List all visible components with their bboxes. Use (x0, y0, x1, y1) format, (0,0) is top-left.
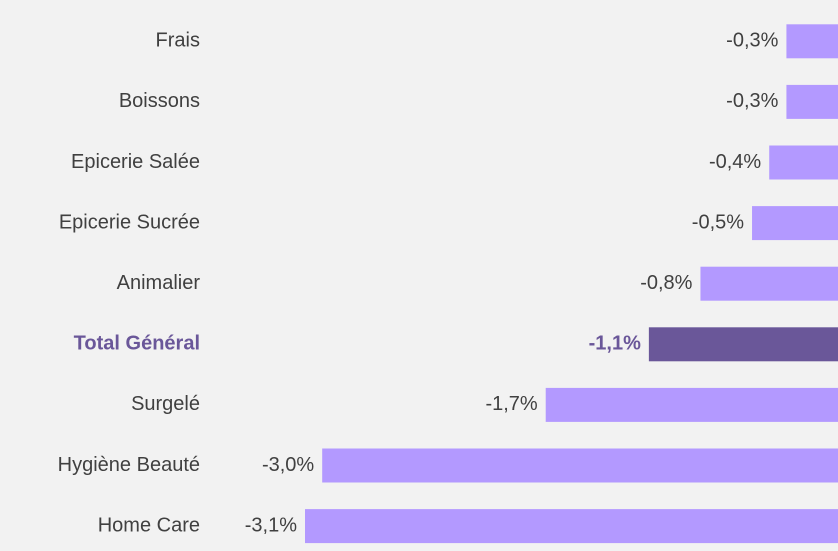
bar (786, 24, 838, 59)
bar (786, 84, 838, 119)
bar (700, 266, 838, 301)
value-label: -0,8% (640, 272, 692, 294)
bar (305, 509, 838, 544)
value-label: -1,7% (485, 393, 537, 415)
category-label: Frais (156, 30, 200, 52)
category-label: Epicerie Salée (71, 151, 200, 173)
value-label: -1,1% (589, 333, 641, 355)
value-label: -0,3% (726, 90, 778, 112)
value-label: -3,1% (245, 514, 297, 536)
value-label: -0,3% (726, 30, 778, 52)
category-label: Hygiène Beauté (58, 454, 200, 476)
category-label: Home Care (98, 514, 200, 536)
value-label: -0,5% (692, 211, 744, 233)
value-label: -0,4% (709, 151, 761, 173)
category-label: Epicerie Sucrée (59, 211, 200, 233)
bar (322, 448, 838, 483)
bar (648, 327, 838, 362)
category-label: Animalier (117, 272, 201, 294)
bar (769, 145, 838, 180)
bar (545, 387, 838, 422)
category-label: Total Général (74, 333, 200, 355)
bar (752, 206, 838, 241)
value-label: -3,0% (262, 454, 314, 476)
category-label: Boissons (119, 90, 200, 112)
category-label: Surgelé (131, 393, 200, 415)
